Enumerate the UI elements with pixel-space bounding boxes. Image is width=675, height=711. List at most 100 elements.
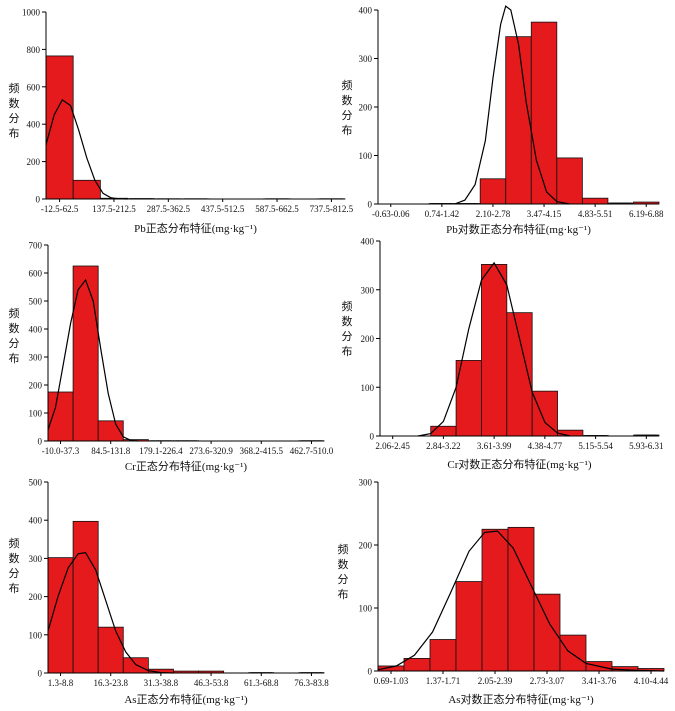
y-axis-title-char: 数 [9,97,20,110]
x-tick-label: 2.05-2.39 [478,676,513,686]
y-tick-label: 200 [29,592,43,602]
y-axis-title: 频数分布 [338,542,349,601]
x-tick-label: 2.10-2.78 [476,209,511,219]
y-tick-label: 800 [27,45,41,55]
y-axis-title-char: 频 [9,306,20,320]
y-tick-label: 300 [29,353,43,363]
histogram-bar [47,557,74,674]
y-axis-title-char: 布 [338,588,349,601]
histogram-bar [505,36,532,205]
y-axis-title-char: 分 [9,112,20,125]
y-tick-label: 400 [359,6,373,16]
histogram-bar [97,626,124,674]
y-tick-label: 300 [359,478,373,488]
x-tick-label: 16.3-23.8 [93,678,128,688]
y-tick-label: 300 [361,285,375,295]
y-tick-label: 0 [368,667,373,677]
y-tick-label: 200 [359,103,373,113]
normal-distribution-curve [45,99,128,200]
histogram-bar [122,657,149,674]
x-tick-label: 3.61-3.99 [477,441,512,451]
y-axis-title: 频数分布 [9,81,20,140]
y-tick-label: 500 [29,478,43,488]
y-tick-label: 0 [370,432,375,442]
histogram-bar [430,425,457,437]
normal-distribution-curve [47,552,174,674]
y-axis-title-char: 布 [9,352,20,365]
x-tick-label: 273.6-320.9 [189,446,233,456]
y-tick-label: 0 [36,195,41,205]
x-axis-title: Pb正态分布特征(mg·kg⁻¹) [134,221,257,235]
x-tick-label: 587.5-662.5 [255,204,299,214]
y-axis-title-char: 数 [338,558,349,571]
histogram-panel-1: 0 200 400 600 800 1000 -12.5-62.5 137.5-212.5 28… [9,8,354,236]
x-tick-label: 462.7-510.0 [290,446,334,456]
y-tick-label: 300 [29,554,43,564]
x-tick-label: 46.3-53.8 [194,678,229,688]
x-tick-label: 437.5-512.5 [201,204,245,214]
x-axis-title: Cr正态分布特征(mg·kg⁻¹) [125,459,247,473]
y-tick-label: 700 [29,241,43,251]
y-tick-label: 200 [361,334,375,344]
y-axis-title-char: 分 [9,337,20,350]
histogram-bar [72,265,99,442]
y-tick-label: 0 [38,669,43,679]
histogram-bar [429,639,457,672]
y-axis-title-char: 数 [9,322,20,335]
y-axis-title: 频数分布 [9,536,20,595]
y-tick-label: 400 [361,237,375,247]
histogram-panel-4: 0 100 200 300 400 2.06-2.45 2.84-3.22 3.61-3.99… [342,237,664,472]
x-tick-label: 1.37-1.71 [426,676,461,686]
x-tick-label: -0.63-0.06 [372,209,410,219]
y-tick-label: 400 [29,516,43,526]
x-tick-label: 179.1-226.4 [139,446,183,456]
y-axis-title-char: 布 [342,345,353,358]
y-tick-label: 300 [359,54,373,64]
histogram-bar [557,429,584,437]
y-axis-title-char: 频 [342,299,353,313]
x-tick-label: 2.06-2.45 [375,441,410,451]
y-tick-label: 400 [29,325,43,335]
histogram-bar [581,197,609,205]
x-axis-title: Pb对数正态分布特征(mg·kg⁻¹) [446,222,591,236]
histogram-bar [559,634,587,672]
y-axis-title-char: 分 [338,573,349,586]
x-tick-label: 368.2-415.5 [240,446,284,456]
y-tick-label: 400 [27,120,41,130]
y-tick-label: 100 [361,383,375,393]
histogram-bar [481,263,508,437]
y-tick-label: 200 [27,157,41,167]
x-tick-label: 76.3-83.8 [294,678,329,688]
histogram-bar [72,520,99,674]
histogram-bar [455,360,482,437]
x-tick-label: 3.41-3.76 [582,676,617,686]
x-axis-title: Cr对数正态分布特征(mg·kg⁻¹) [447,457,591,471]
histogram-bar [403,658,431,672]
x-tick-label: 2.84-3.22 [426,441,461,451]
x-axis-title: As正态分布特征(mg·kg⁻¹) [124,692,248,706]
histogram-panel-2: 0 100 200 300 400 -0.63-0.06 0.74-1.42 2.10-2.7… [342,5,664,236]
histogram-panel-3: 0 100 200 300 400 500 600 700 -10.0-37.3 84.5-131… [9,241,334,474]
y-axis-title: 频数分布 [9,306,20,365]
normal-distribution-curve [454,5,570,205]
y-tick-label: 1000 [22,8,41,18]
y-tick-label: 600 [27,82,41,92]
histogram-bar [530,21,558,205]
y-axis-title: 频数分布 [342,299,353,358]
y-tick-label: 0 [368,200,373,210]
y-axis-title-char: 频 [342,78,353,92]
x-tick-label: 4.38-4.77 [528,441,563,451]
x-tick-label: 137.5-212.5 [92,204,136,214]
histogram-bar [556,157,583,205]
x-tick-label: 31.3-38.8 [144,678,179,688]
x-tick-label: 61.3-68.8 [244,678,279,688]
y-axis-title-char: 频 [338,542,349,556]
x-tick-label: 3.47-4.15 [527,209,562,219]
normal-distribution-curve [417,261,571,437]
y-tick-label: 100 [359,151,373,161]
histogram-panel-5: 0 100 200 300 400 500 1.3-8.8 16.3-23.8 31.3-38.… [9,478,330,707]
y-axis-title-char: 数 [342,94,353,107]
y-axis-title-char: 数 [9,552,20,565]
histogram-bar [479,178,507,205]
